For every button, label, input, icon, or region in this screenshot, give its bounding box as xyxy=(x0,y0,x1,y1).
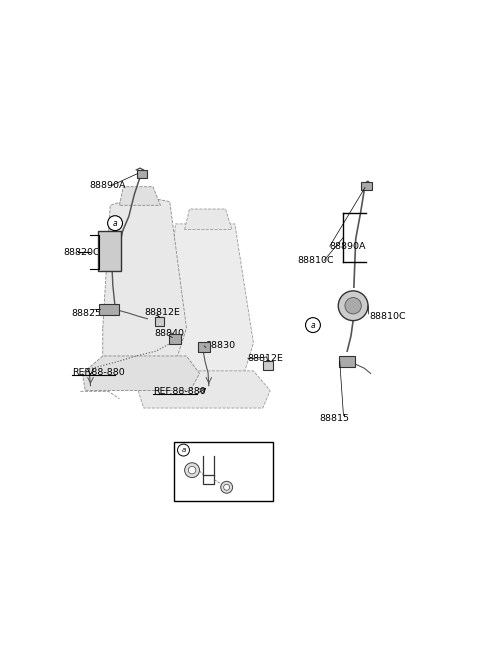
FancyBboxPatch shape xyxy=(137,170,147,178)
Circle shape xyxy=(224,484,229,490)
Text: 88812E: 88812E xyxy=(145,308,180,317)
Text: 88890A: 88890A xyxy=(330,242,366,251)
Polygon shape xyxy=(83,356,200,390)
FancyBboxPatch shape xyxy=(97,231,121,271)
FancyBboxPatch shape xyxy=(169,334,181,344)
FancyBboxPatch shape xyxy=(339,355,355,367)
Polygon shape xyxy=(168,224,253,392)
Text: 88810C: 88810C xyxy=(297,256,334,265)
Circle shape xyxy=(221,482,233,493)
Circle shape xyxy=(345,298,361,314)
Text: a: a xyxy=(113,219,118,228)
FancyBboxPatch shape xyxy=(155,317,164,326)
Circle shape xyxy=(185,463,200,478)
Circle shape xyxy=(108,215,122,231)
Text: REF.88-880: REF.88-880 xyxy=(153,387,206,396)
Circle shape xyxy=(178,444,190,456)
Polygon shape xyxy=(103,196,186,374)
Polygon shape xyxy=(185,209,232,229)
Text: 88812E: 88812E xyxy=(248,354,284,363)
Text: 88820C: 88820C xyxy=(64,248,100,257)
Polygon shape xyxy=(120,187,160,205)
Text: 88825: 88825 xyxy=(71,309,101,319)
Text: a: a xyxy=(311,321,315,330)
FancyBboxPatch shape xyxy=(99,304,119,315)
Text: 88830: 88830 xyxy=(206,342,236,350)
FancyBboxPatch shape xyxy=(361,182,372,191)
Circle shape xyxy=(338,291,368,321)
Text: a: a xyxy=(181,447,186,453)
Text: 88890A: 88890A xyxy=(89,181,125,190)
Text: 88877: 88877 xyxy=(232,477,262,486)
Text: 88840: 88840 xyxy=(155,329,185,338)
FancyBboxPatch shape xyxy=(198,342,210,352)
Circle shape xyxy=(188,466,196,474)
FancyBboxPatch shape xyxy=(174,442,273,501)
Text: 88815: 88815 xyxy=(320,414,349,422)
Polygon shape xyxy=(138,371,270,408)
Text: 88878: 88878 xyxy=(178,445,208,455)
Circle shape xyxy=(306,317,321,332)
FancyBboxPatch shape xyxy=(263,361,273,371)
Text: REF.88-880: REF.88-880 xyxy=(72,368,125,377)
Text: 88810C: 88810C xyxy=(370,311,406,321)
